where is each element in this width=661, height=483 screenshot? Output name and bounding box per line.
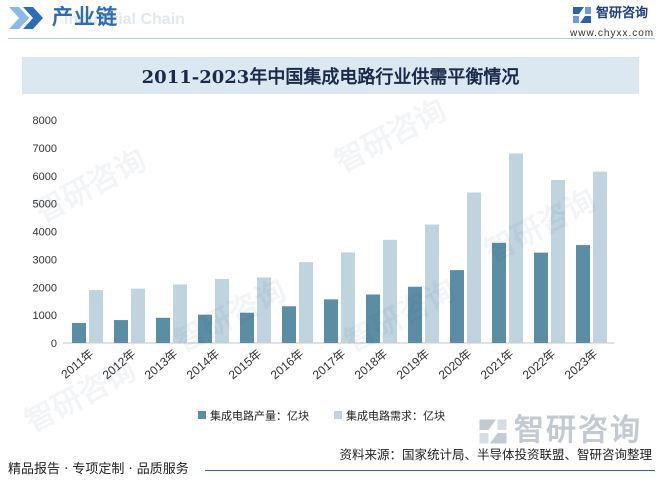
header-ghost-text: Industrial Chain: [64, 11, 185, 28]
chart-title-banner: 2011-2023年中国集成电路行业供需平衡情况: [22, 57, 639, 94]
x-tick-label: 2016年: [268, 347, 307, 383]
demand-bar: [215, 278, 229, 343]
production-bar: [240, 312, 254, 343]
x-tick-label: 2012年: [100, 347, 139, 383]
y-tick-label: 7000: [33, 143, 57, 155]
demand-bar: [131, 288, 145, 343]
watermark-logo-icon: [479, 419, 507, 444]
x-tick-label: 2011年: [58, 347, 96, 382]
legend-label: 集成电路需求：亿块: [346, 409, 445, 423]
header-divider: [8, 38, 655, 39]
demand-bar: [299, 262, 313, 343]
x-tick-label: 2017年: [310, 347, 349, 383]
y-tick-label: 8000: [33, 115, 57, 127]
demand-bar: [509, 153, 523, 343]
demand-bar: [593, 171, 607, 343]
production-bar: [72, 322, 86, 343]
demand-bar: [383, 239, 397, 343]
demand-bar: [341, 252, 355, 343]
demand-bar: [173, 284, 187, 343]
y-tick-label: 3000: [33, 254, 57, 266]
x-tick-label: 2019年: [394, 347, 433, 383]
x-tick-label: 2015年: [226, 347, 265, 383]
production-bar: [450, 270, 464, 343]
brand-name: 智研咨询: [596, 6, 649, 21]
data-source-note: 资料来源：国家统计局、半导体投资联盟、智研咨询整理: [339, 447, 652, 462]
x-tick-label: 2022年: [520, 347, 559, 383]
demand-bar: [551, 179, 565, 343]
double-chevron-icon: [9, 7, 43, 29]
production-bar: [198, 314, 212, 343]
demand-bar: [425, 224, 439, 343]
production-bar: [324, 299, 338, 343]
y-tick-label: 2000: [33, 282, 57, 294]
legend-label: 集成电路产量：亿块: [210, 409, 309, 423]
x-tick-label: 2021年: [478, 347, 517, 383]
production-bar: [408, 286, 422, 343]
x-tick-label: 2020年: [436, 347, 475, 383]
x-tick-label: 2013年: [142, 347, 181, 383]
production-bar: [366, 294, 380, 343]
production-bar: [492, 242, 506, 343]
footer-divider: [205, 470, 655, 471]
x-tick-label: 2018年: [352, 347, 391, 383]
demand-bar: [257, 277, 271, 343]
watermark-text: 智研咨询: [514, 413, 642, 448]
footer-slogan: 精品报告 · 专项定制 · 品质服务: [8, 462, 189, 477]
production-bar: [114, 320, 128, 343]
y-tick-label: 4000: [33, 227, 57, 239]
production-bar: [282, 306, 296, 343]
y-tick-label: 1000: [33, 310, 57, 322]
x-tick-label: 2014年: [184, 347, 223, 383]
y-tick-label: 0: [51, 338, 57, 350]
production-bar: [156, 317, 170, 343]
section-title: 产业链: [52, 5, 118, 29]
x-tick-label: 2023年: [562, 347, 601, 383]
brand-url: www.chyxx.com: [570, 28, 655, 39]
y-tick-label: 5000: [33, 199, 57, 211]
demand-bar: [467, 192, 481, 343]
legend-swatch: [334, 411, 342, 419]
brand-logo-icon: [573, 7, 591, 23]
y-tick-label: 6000: [33, 171, 57, 183]
chart-title: 2011-2023年中国集成电路行业供需平衡情况: [141, 66, 520, 88]
production-bar: [576, 245, 590, 343]
demand-bar: [89, 290, 103, 343]
production-bar: [534, 252, 548, 343]
legend-swatch: [198, 411, 206, 419]
